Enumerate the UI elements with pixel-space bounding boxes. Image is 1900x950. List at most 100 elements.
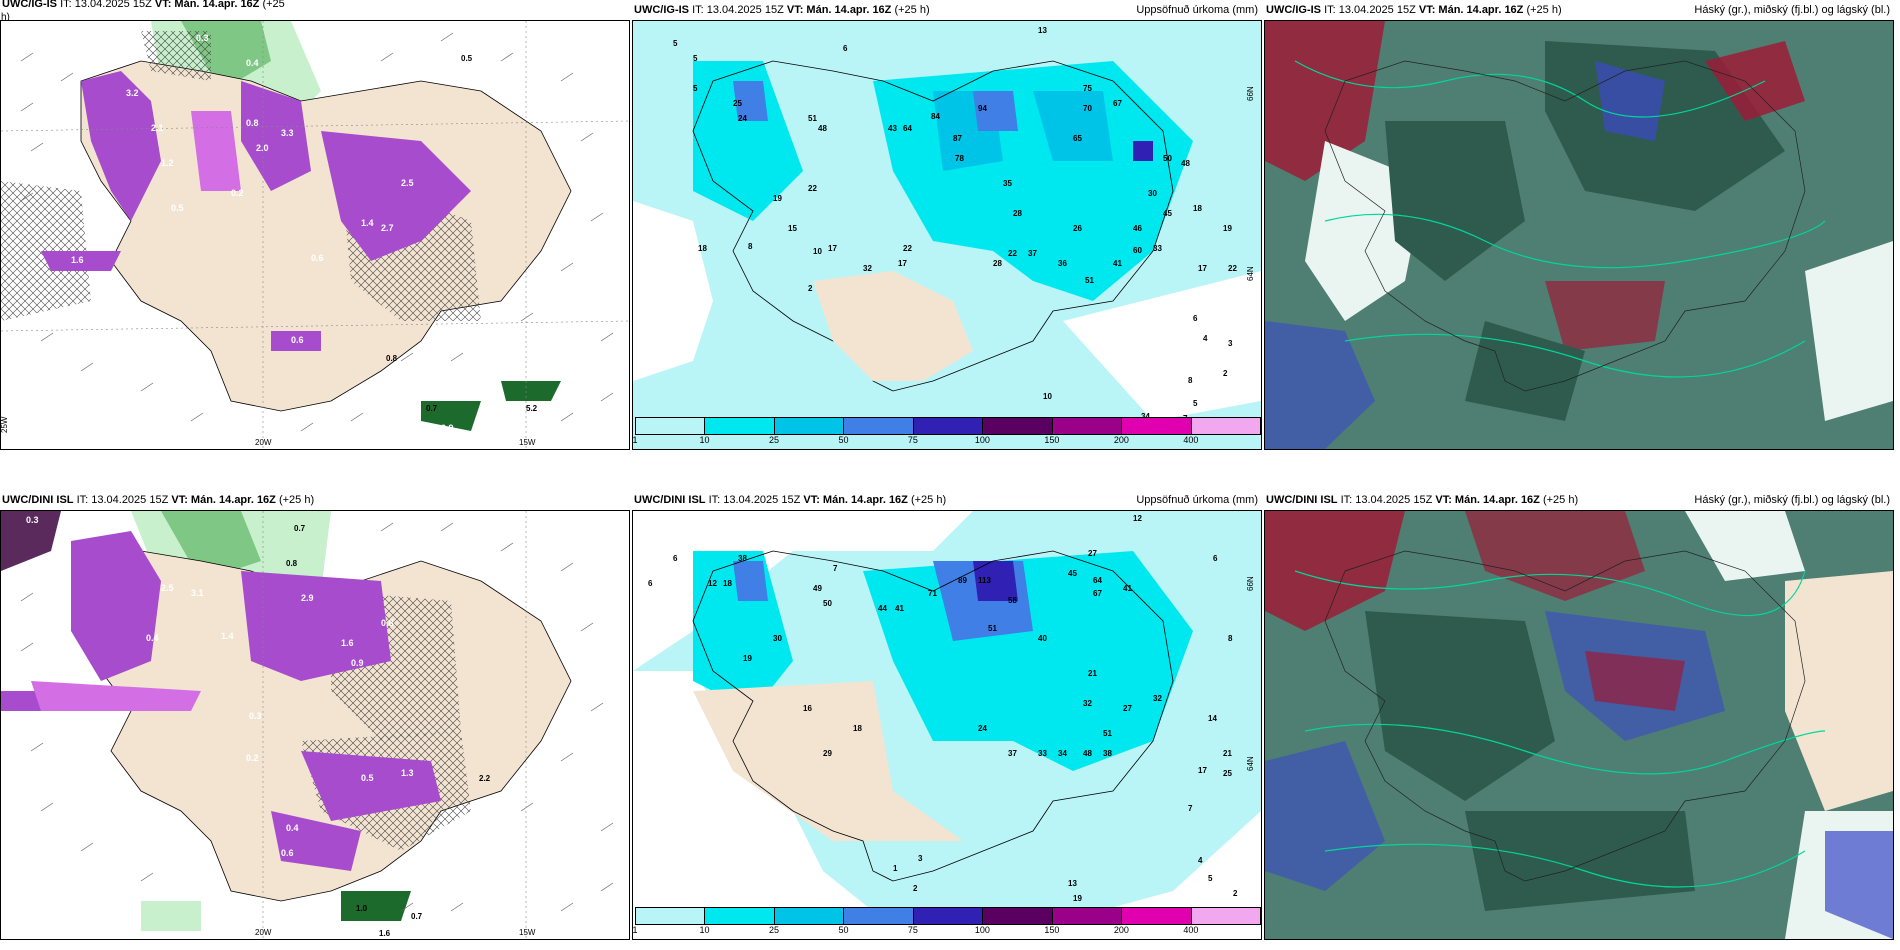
model-name: UWC/IG-IS <box>2 0 57 10</box>
value-label: 26 <box>1073 224 1082 233</box>
value-label: 60 <box>1133 246 1142 255</box>
value-label: 32 <box>1083 699 1092 708</box>
map-precip-wind: 0.3 0.7 0.8 2.5 3.1 1.4 0.4 0.8 1.6 2.9 … <box>0 510 630 940</box>
value-label: 71 <box>928 589 937 598</box>
value-label: 25 <box>1223 769 1232 778</box>
value-label: 89 <box>958 576 967 585</box>
map-svg: 0.3 0.4 0.5 3.2 2.1 1.2 0.8 2.0 3.3 2.5 … <box>1 21 629 449</box>
legend-swatch <box>913 418 984 434</box>
legend-tick: 10 <box>699 435 710 445</box>
valid-time: VT: Mán. 14.apr. 16Z <box>1435 494 1540 506</box>
value-label: 0.3 <box>196 33 209 43</box>
value-labels: 12 6 6 7 12 18 38 49 50 44 41 71 89 113 … <box>648 514 1238 923</box>
value-label: 51 <box>988 624 997 633</box>
map-clouds <box>1264 510 1894 940</box>
axis-label: 64N <box>1246 266 1255 281</box>
value-label: 48 <box>818 124 827 133</box>
accum-area <box>973 91 1018 131</box>
map-accum-precip: 13 5 5 6 5 25 24 51 48 43 64 84 94 87 78… <box>632 20 1262 450</box>
precip-heavy <box>31 681 201 711</box>
value-label: 1 <box>893 864 898 873</box>
model-name: UWC/DINI ISL <box>634 494 706 506</box>
legend-swatch <box>844 418 914 434</box>
value-label: 65 <box>1073 134 1082 143</box>
value-label: 0.8 <box>286 559 298 568</box>
legend-tick: 400 <box>1183 435 1199 445</box>
value-label: 51 <box>1085 276 1094 285</box>
legend-swatch <box>774 418 845 434</box>
legend-swatch <box>774 908 845 924</box>
panel-bottom-middle: UWC/DINI ISL IT: 13.04.2025 15Z VT: Mán.… <box>632 490 1262 940</box>
lead-time: (+25 <box>262 0 285 10</box>
value-label: 6 <box>648 579 653 588</box>
dry-area <box>633 201 713 381</box>
value-label: 2.2 <box>479 774 491 783</box>
value-label: 21 <box>1088 669 1097 678</box>
value-label: 28 <box>993 259 1002 268</box>
lead-time: (+25 h) <box>910 494 947 506</box>
map-svg: 13 5 5 6 5 25 24 51 48 43 64 84 94 87 78… <box>633 21 1261 449</box>
value-label: 0.7 <box>426 404 438 413</box>
value-label: 2 <box>1233 889 1238 898</box>
legend-ticks: 1 10 25 50 75 100 150 200 400 <box>633 925 1261 937</box>
legend-tick: 25 <box>768 435 779 445</box>
legend-swatch <box>1122 418 1192 434</box>
value-label: 18 <box>723 579 732 588</box>
value-label: 29 <box>823 749 832 758</box>
value-label: 34 <box>1058 749 1067 758</box>
value-label: 32 <box>863 264 872 273</box>
legend-swatch <box>1191 908 1260 924</box>
cloud-area <box>1465 811 1695 911</box>
legend-tick: 200 <box>1113 435 1129 445</box>
value-label: 5 <box>693 84 698 93</box>
value-label: 22 <box>808 184 817 193</box>
value-label: 14 <box>1208 714 1217 723</box>
legend-tick: 100 <box>974 925 990 935</box>
value-label: 5.2 <box>526 404 538 413</box>
iceland-outline <box>1324 60 1806 392</box>
cloud-area <box>1595 61 1665 141</box>
panel-header: UWC/IG-IS IT: 13.04.2025 15Z VT: Mán. 14… <box>0 0 630 14</box>
value-label: 7 <box>833 564 838 573</box>
accum-area <box>973 561 1018 601</box>
value-label: 33 <box>1038 749 1047 758</box>
precip-heavy <box>41 251 121 271</box>
model-name: UWC/IG-IS <box>634 4 689 16</box>
legend-ticks: 1 10 25 50 75 100 150 200 400 <box>633 435 1261 447</box>
legend-swatch <box>636 418 706 434</box>
axis-label: 15W <box>519 438 536 447</box>
precip-heavy <box>241 81 311 191</box>
axis-label: 25W <box>1 416 9 433</box>
value-label: 6 <box>843 44 848 53</box>
cloud-area <box>1705 41 1805 121</box>
legend-swatch <box>705 418 775 434</box>
value-label: 19 <box>773 194 782 203</box>
precip-heavy <box>191 111 241 191</box>
legend-tick: 100 <box>974 435 990 445</box>
value-label: 1.4 <box>361 218 374 228</box>
legend-swatch <box>636 908 706 924</box>
value-label: 17 <box>1198 264 1207 273</box>
value-label: 3 <box>918 854 923 863</box>
map-svg: 12 6 6 7 12 18 38 49 50 44 41 71 89 113 … <box>633 511 1261 939</box>
accum-area <box>733 561 768 601</box>
precip-area <box>161 511 261 581</box>
value-label: 34 <box>1141 412 1150 421</box>
value-label: 16 <box>803 704 812 713</box>
cloud-area <box>1265 741 1385 891</box>
value-label: 1.6 <box>71 255 84 265</box>
value-label: 78 <box>955 154 964 163</box>
value-label: 64 <box>903 124 912 133</box>
cloud-area <box>1465 511 1645 601</box>
legend-tick: 200 <box>1113 925 1129 935</box>
value-label: 4 <box>1198 856 1203 865</box>
value-label: 0.5 <box>171 203 184 213</box>
value-label: 24 <box>738 114 747 123</box>
model-name: UWC/DINI ISL <box>1266 494 1338 506</box>
wind-barbs <box>20 32 614 432</box>
value-label: 50 <box>1163 154 1172 163</box>
precip-heavy <box>321 131 471 261</box>
value-label: 0.8 <box>381 618 394 628</box>
value-label: 30 <box>773 634 782 643</box>
value-label: 0.4 <box>246 58 259 68</box>
